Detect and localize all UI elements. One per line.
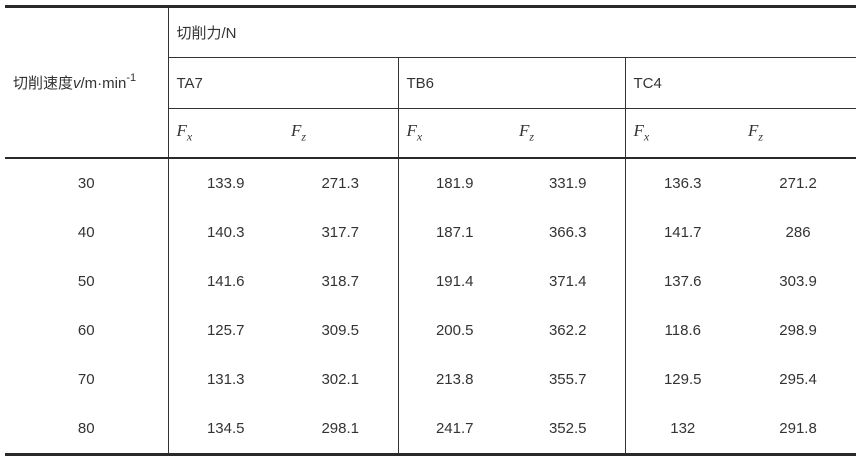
fx-header-ta7: Fx	[168, 108, 283, 159]
value-cell: 362.2	[511, 306, 626, 355]
value-cell: 295.4	[779, 371, 817, 388]
value-cell: 134.5	[206, 420, 245, 437]
fz-header-tb6: Fz	[511, 108, 626, 159]
fz-header-ta7: Fz	[283, 108, 399, 159]
speed-unit: /m·min	[80, 75, 127, 92]
value-cell: 355.7	[511, 355, 626, 404]
table-row: 40 140.3 317.7 187.1 366.3 141.7 286	[5, 208, 856, 257]
fx-header-tc4: Fx	[625, 108, 740, 159]
value-cell: 213.8	[435, 371, 474, 388]
speed-cell: 80	[5, 404, 169, 455]
value-cell: 291.8	[779, 420, 817, 437]
speed-exponent: -1	[126, 72, 137, 84]
value-cell: 129.5	[663, 371, 702, 388]
value-cell: 298.9	[779, 322, 817, 339]
value-cell: 133.9	[206, 175, 245, 192]
value-cell: 331.9	[511, 158, 626, 208]
table-row: 30 133.9 271.3 181.9 331.9 136.3 271.2	[5, 158, 856, 208]
table-row: 切削速度v/m·min-1 切削力/N	[5, 6, 857, 159]
speed-cell: 40	[5, 208, 169, 257]
speed-variable: v	[73, 75, 81, 92]
value-cell: 200.5	[435, 322, 474, 339]
table-row: TA7 TB6 TC4	[5, 57, 857, 109]
value-cell: 191.4	[435, 273, 474, 290]
table-row: 80 134.5 298.1 241.7 352.5 132 291.8	[5, 404, 856, 455]
cutting-force-table: 切削速度v/m·min-1 切削力/N TA7 TB6 TC4 Fx Fz Fx…	[5, 5, 857, 456]
speed-cell: 30	[5, 158, 169, 208]
value-cell: 302.1	[283, 355, 399, 404]
value-cell: 241.7	[435, 420, 474, 437]
value-cell: 131.3	[206, 371, 245, 388]
value-cell: 309.5	[283, 306, 399, 355]
value-cell: 181.9	[435, 175, 474, 192]
value-cell: 140.3	[206, 224, 245, 241]
speed-cell: 60	[5, 306, 169, 355]
value-cell: 271.2	[779, 175, 817, 192]
value-cell: 286	[785, 224, 811, 241]
material-header-tc4: TC4	[625, 57, 857, 109]
table-row: Fx Fz Fx Fz Fx Fz	[5, 108, 857, 159]
value-cell: 303.9	[779, 273, 817, 290]
value-cell: 118.6	[664, 322, 701, 339]
value-cell: 318.7	[283, 257, 399, 306]
value-cell: 136.3	[663, 175, 702, 192]
value-cell: 317.7	[283, 208, 399, 257]
value-cell: 366.3	[511, 208, 626, 257]
speed-label: 切削速度	[13, 75, 74, 92]
value-cell: 271.3	[283, 158, 399, 208]
value-cell: 125.7	[206, 322, 245, 339]
speed-header-cell: 切削速度v/m·min-1	[5, 6, 169, 159]
fx-header-tb6: Fx	[398, 108, 511, 159]
value-cell: 132	[670, 420, 696, 437]
value-cell: 352.5	[511, 404, 626, 455]
table-row: 60 125.7 309.5 200.5 362.2 118.6 298.9	[5, 306, 856, 355]
value-cell: 141.7	[663, 224, 702, 241]
speed-cell: 50	[5, 257, 169, 306]
value-cell: 371.4	[511, 257, 626, 306]
fz-header-tc4: Fz	[740, 108, 857, 159]
table-row: 70 131.3 302.1 213.8 355.7 129.5 295.4	[5, 355, 856, 404]
value-cell: 141.6	[206, 273, 245, 290]
table-row: 50 141.6 318.7 191.4 371.4 137.6 303.9	[5, 257, 856, 306]
material-header-ta7: TA7	[168, 57, 399, 109]
material-header-tb6: TB6	[398, 57, 626, 109]
speed-cell: 70	[5, 355, 169, 404]
value-cell: 298.1	[283, 404, 399, 455]
force-header-cell: 切削力/N	[168, 6, 857, 58]
value-cell: 187.1	[435, 224, 474, 241]
value-cell: 137.6	[663, 273, 702, 290]
